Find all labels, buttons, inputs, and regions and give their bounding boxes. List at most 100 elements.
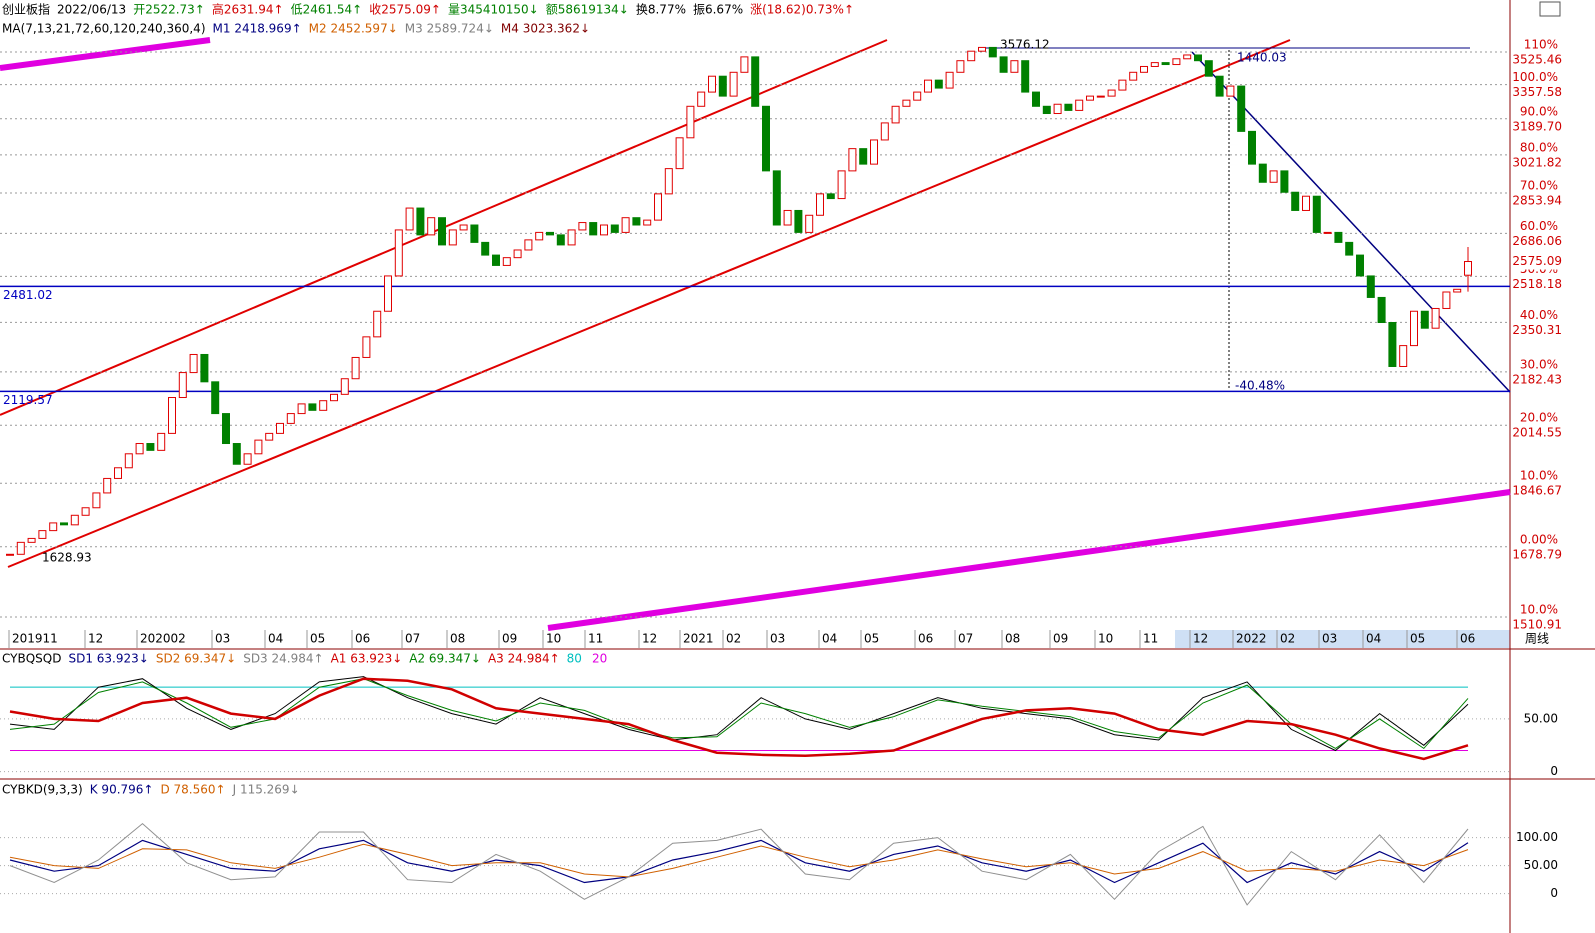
trend-line (0, 37, 211, 71)
y-tick-label: 50.00 (1524, 711, 1558, 725)
candle-body (1237, 85, 1246, 132)
candle-body (567, 229, 576, 246)
candle-body (340, 378, 349, 395)
legend-item: SD3 24.984↑ (243, 652, 323, 666)
candle-body (276, 422, 284, 434)
candle-body (794, 209, 803, 233)
candle-body (1345, 241, 1354, 256)
y-tick-pct: 0.00% (1520, 532, 1558, 546)
candle-body (1431, 307, 1440, 329)
candle-body (427, 217, 436, 236)
candle-body (524, 239, 533, 251)
legend-item: SD1 63.923↓ (68, 652, 148, 666)
indicator-line (9, 843, 1469, 878)
legend-item: 创业板指 (2, 2, 50, 17)
candle-body (405, 207, 414, 231)
candle-body (1334, 231, 1343, 243)
x-tick-label: 05 (864, 632, 879, 646)
candle-body (1172, 58, 1181, 66)
y-tick-label: 2853.94 (1512, 193, 1562, 207)
legend-item: CYBKD(9,3,3) (2, 783, 83, 797)
window-button[interactable] (1539, 1, 1561, 17)
candle-body (1140, 65, 1148, 73)
candle-body (81, 507, 90, 516)
candle-body (394, 229, 403, 277)
channel-line (7, 39, 1291, 568)
candle-body (1269, 170, 1278, 183)
x-tick-label: 04 (1366, 632, 1381, 646)
x-tick-label: 07 (405, 632, 420, 646)
candle-body (999, 56, 1008, 73)
candle-body (902, 99, 911, 107)
legend-item: 高2631.94↑ (212, 2, 284, 17)
legend-item: M3 2589.724↓ (405, 22, 494, 36)
candle-body (556, 234, 565, 246)
candle-body (1107, 89, 1116, 97)
legend-item: K 90.796↑ (90, 783, 154, 797)
candle-body (729, 71, 738, 97)
y-tick-label: 1846.67 (1512, 484, 1562, 498)
candle-body (632, 217, 641, 226)
candle-body (848, 148, 857, 172)
candle-body (978, 46, 986, 52)
legend-item: 2022/06/13 (57, 3, 126, 17)
candle-body (1010, 60, 1019, 73)
candle-body (16, 541, 25, 555)
y-tick-pct: 100.0% (1512, 70, 1558, 84)
legend-item: A3 24.984↑ (488, 652, 560, 666)
y-tick-label: 2350.31 (1512, 323, 1562, 337)
candle-body (1323, 231, 1332, 234)
candle-body (945, 71, 954, 89)
legend-item: 收2575.09↑ (369, 3, 441, 17)
candle-body (1226, 85, 1235, 97)
candle-body (1150, 62, 1159, 67)
candle-body (1064, 103, 1073, 111)
candle-body (211, 381, 220, 415)
candle-body (254, 439, 263, 455)
x-tick-label: 12 (1193, 632, 1208, 646)
candle-body (643, 219, 652, 226)
x-tick-label: 11 (588, 632, 603, 646)
legend-item: D 78.560↑ (160, 783, 225, 797)
annotation: 1440.03 (1237, 51, 1287, 65)
x-tick-label: 周线 (1525, 632, 1549, 646)
candle-body (1096, 95, 1105, 98)
x-tick-label: 02 (726, 632, 741, 646)
x-tick-label: 2022 (1236, 632, 1267, 646)
y-tick-label: 3189.70 (1512, 119, 1562, 133)
candle-body (1312, 195, 1321, 233)
candle-body (988, 46, 997, 58)
candle-body (783, 209, 792, 226)
candle-body (1204, 60, 1213, 77)
legend-item: CYBQSQD (2, 652, 61, 666)
candle-body (1032, 91, 1040, 107)
candle-body (772, 170, 781, 226)
candle-body (805, 214, 814, 233)
candle-body (600, 224, 608, 236)
x-tick-label: 09 (502, 632, 517, 646)
x-tick-label: 12 (642, 632, 657, 646)
x-tick-label: 11 (1143, 632, 1158, 646)
candle-body (934, 79, 943, 89)
legend-item: A1 63.923↓ (331, 652, 403, 666)
candle-body (448, 229, 457, 246)
y-tick-label: 2182.43 (1512, 372, 1562, 386)
candle-body (654, 193, 662, 221)
x-tick-label: 05 (1410, 632, 1425, 646)
x-tick-label: 06 (1460, 632, 1475, 646)
x-tick-label: 09 (1053, 632, 1068, 646)
candle-body (135, 443, 144, 455)
candle-body (243, 453, 252, 465)
candle-body (373, 310, 382, 338)
indicator-line (9, 676, 1469, 752)
candle-body (664, 168, 673, 195)
x-tick-label: 10 (546, 632, 561, 646)
candle-body (880, 122, 889, 141)
candle-body (610, 224, 619, 233)
annotation: 3576.12 (1000, 38, 1050, 52)
x-tick-label: 03 (770, 632, 785, 646)
candle-body (319, 400, 328, 411)
candle-body (1442, 291, 1451, 309)
candle-body (70, 514, 79, 526)
